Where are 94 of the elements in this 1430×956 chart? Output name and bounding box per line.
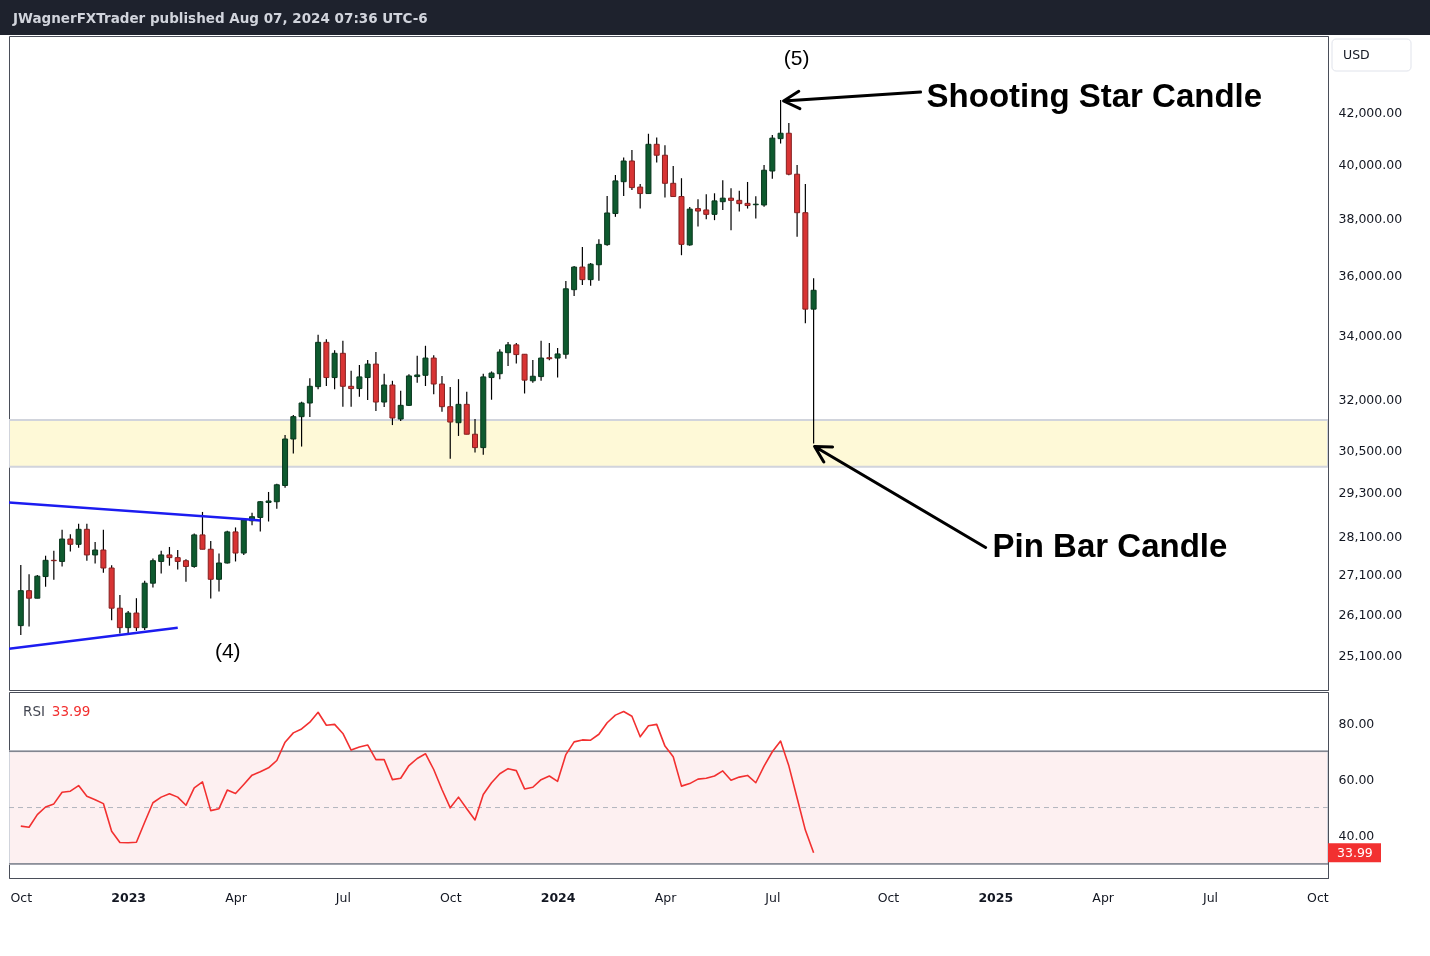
candlestick <box>133 597 140 632</box>
y-tick-label: 32,000.00 <box>1338 392 1403 408</box>
candlestick <box>538 340 545 382</box>
candlestick <box>653 137 660 164</box>
candlestick <box>59 529 66 568</box>
y-tick-label: 40,000.00 <box>1338 156 1403 172</box>
candlestick <box>174 549 181 571</box>
candlestick <box>34 574 41 599</box>
candlestick <box>670 165 677 198</box>
candlestick <box>306 377 313 418</box>
y-tick-label: 30,500.00 <box>1338 442 1403 458</box>
candlestick <box>273 483 280 510</box>
candlestick <box>728 187 735 231</box>
candlestick <box>149 557 156 589</box>
x-tick-label: Apr <box>225 889 248 905</box>
candlestick <box>455 378 462 437</box>
candlestick <box>719 179 726 211</box>
candlestick <box>637 183 644 210</box>
candlestick <box>125 610 132 636</box>
y-tick-label: 36,000.00 <box>1338 268 1403 284</box>
x-tick-label: Oct <box>1307 889 1329 905</box>
x-tick-label: Oct <box>10 889 33 905</box>
text: JWagnerFXTrader published Aug 07, 2024 07:36 UTC-6 <box>12 10 428 26</box>
candlestick <box>447 386 454 460</box>
candlestick <box>438 375 445 413</box>
x-tick-label: 2025 <box>978 889 1014 905</box>
candlestick <box>496 348 503 380</box>
annotation: 33.99 <box>51 703 91 719</box>
candlestick <box>736 190 743 213</box>
candlestick <box>571 265 578 297</box>
candlestick <box>166 546 173 567</box>
candlestick <box>265 491 272 523</box>
candlestick <box>529 359 536 384</box>
annotation: Pin Bar Candle <box>992 527 1228 565</box>
candlestick <box>488 370 495 401</box>
y-tick-label: 25,100.00 <box>1338 648 1403 664</box>
x-tick-label: Apr <box>654 889 678 905</box>
text: RSI <box>23 703 45 719</box>
candlestick <box>26 573 33 628</box>
candlestick <box>182 558 189 583</box>
x-tick-label: Jul <box>764 889 781 905</box>
candlestick <box>620 156 627 197</box>
candlestick <box>472 418 479 454</box>
annotation: (5) <box>783 45 810 69</box>
candlestick <box>587 262 594 287</box>
y-tick-label: 38,000.00 <box>1338 211 1403 227</box>
y-tick-label: 28,100.00 <box>1338 529 1403 545</box>
candlestick <box>595 238 602 282</box>
candlestick <box>810 277 817 445</box>
candlestick <box>199 511 206 550</box>
candlestick <box>505 341 512 367</box>
candlestick <box>703 193 710 220</box>
candlestick <box>298 401 305 448</box>
annotation: (4) <box>214 638 241 662</box>
x-tick-label: Oct <box>439 889 462 905</box>
candlestick <box>348 370 355 408</box>
candlestick <box>356 364 363 398</box>
candlestick <box>92 541 99 564</box>
y-tick-label: 60.00 <box>1338 771 1375 787</box>
candlestick <box>364 359 371 401</box>
candlestick <box>290 414 297 455</box>
candlestick <box>579 246 586 286</box>
x-tick-label: Jul <box>1201 889 1219 905</box>
y-tick-label: 34,000.00 <box>1338 328 1403 344</box>
text: 33.99 <box>1337 844 1373 860</box>
y-tick-label: 80.00 <box>1338 715 1375 731</box>
annotation: Shooting Star Candle <box>926 76 1263 114</box>
text: USD <box>1343 47 1370 62</box>
x-tick-label: Oct <box>877 889 900 905</box>
y-tick-label: 26,100.00 <box>1338 607 1403 623</box>
candlestick <box>554 347 561 379</box>
candlestick <box>513 342 520 365</box>
candlestick <box>694 198 701 228</box>
candlestick <box>744 181 751 210</box>
x-tick-label: 2023 <box>111 889 147 905</box>
y-tick-label: 27,100.00 <box>1338 567 1403 583</box>
candlestick <box>711 192 718 221</box>
x-tick-label: 2024 <box>540 889 576 905</box>
candlestick <box>422 345 429 387</box>
y-tick-label: 42,000.00 <box>1338 105 1403 121</box>
y-tick-label: 40.00 <box>1338 828 1375 844</box>
candlestick <box>381 373 388 408</box>
candlestick <box>414 355 421 384</box>
candlestick <box>158 550 165 575</box>
candlestick <box>75 523 82 549</box>
candlestick <box>397 390 404 422</box>
y-tick-label: 29,300.00 <box>1338 485 1403 501</box>
candlestick <box>42 555 49 588</box>
candlestick <box>232 526 239 563</box>
candlestick <box>116 594 123 634</box>
x-tick-label: Apr <box>1092 889 1115 905</box>
x-tick-label: Jul <box>334 889 351 905</box>
candlestick <box>257 500 264 533</box>
candlestick <box>216 552 222 593</box>
